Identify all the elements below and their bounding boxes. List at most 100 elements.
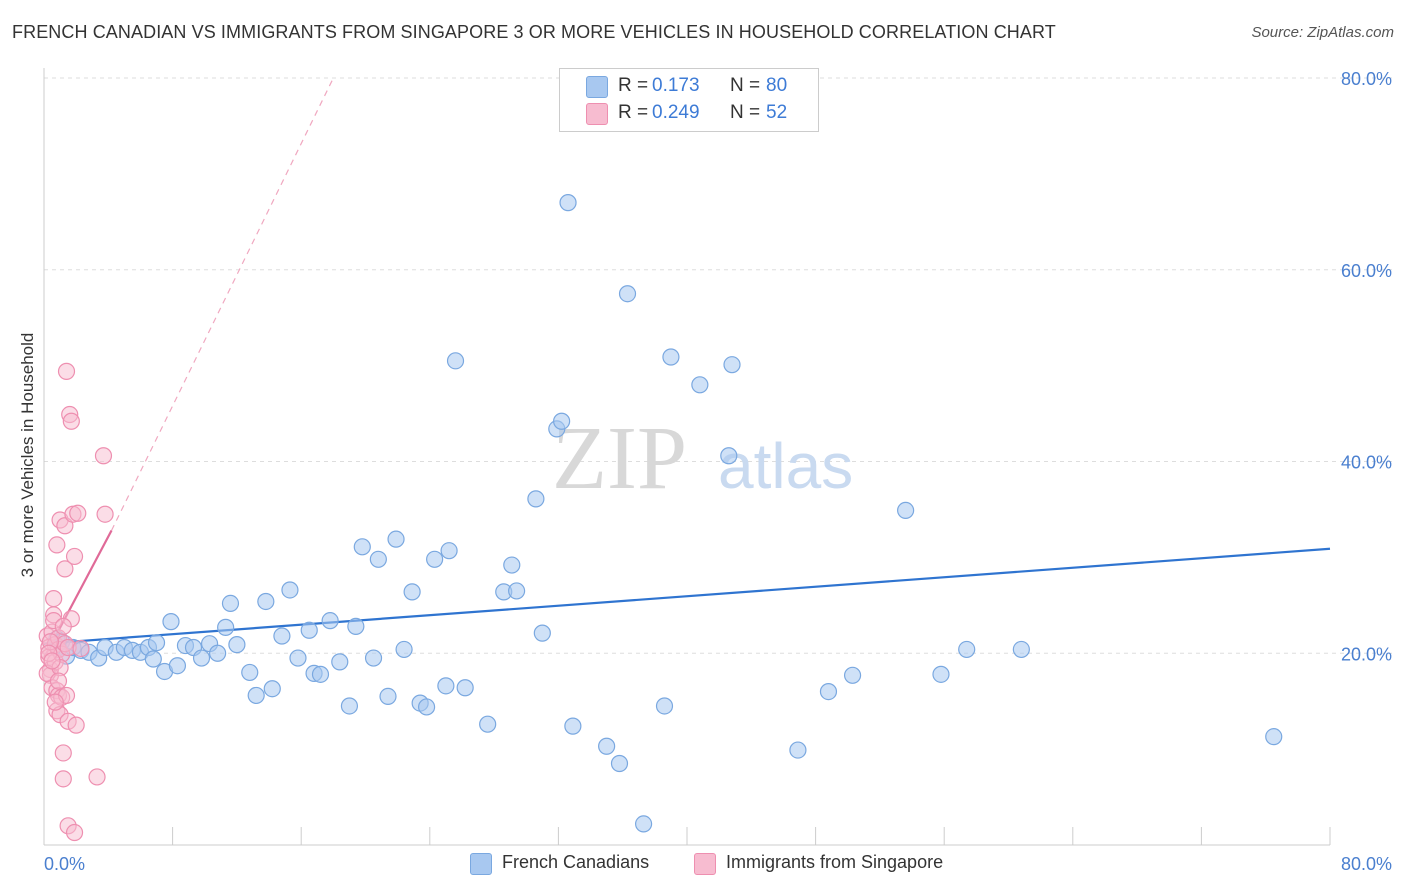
point-singapore — [46, 693, 64, 711]
point-french-canadians — [162, 613, 180, 631]
point-french-canadians — [479, 715, 497, 733]
point-french-canadians — [353, 538, 371, 556]
legend-r-label: R = — [618, 75, 649, 96]
point-french-canadians — [281, 581, 299, 599]
point-french-canadians — [897, 501, 915, 519]
point-french-canadians — [426, 550, 444, 568]
point-french-canadians — [662, 348, 680, 366]
point-french-canadians — [379, 687, 397, 705]
axes — [43, 68, 1331, 846]
point-french-canadians — [533, 624, 551, 642]
point-singapore — [65, 823, 84, 842]
point-french-canadians — [311, 665, 330, 683]
point-french-canadians — [843, 666, 862, 684]
chart-title: FRENCH CANADIAN VS IMMIGRANTS FROM SINGA… — [12, 22, 1056, 42]
legend-n-label: N = — [730, 75, 761, 96]
point-french-canadians — [144, 650, 162, 668]
point-singapore — [67, 716, 85, 734]
point-singapore — [45, 590, 63, 608]
source-credit: Source: ZipAtlas.com — [1251, 24, 1394, 41]
legend-n-label: N = — [730, 102, 761, 123]
point-french-canadians — [610, 754, 629, 773]
legend-r-value: 0.173 — [652, 75, 700, 96]
point-french-canadians — [634, 815, 653, 833]
point-french-canadians — [217, 618, 235, 636]
point-french-canadians — [263, 680, 281, 698]
y-tick-label: 60.0% — [1341, 261, 1392, 281]
point-singapore — [49, 672, 68, 690]
point-french-canadians — [147, 634, 166, 652]
point-french-canadians — [417, 698, 436, 716]
point-french-canadians — [564, 717, 582, 735]
trend-line-singapore-extension — [110, 77, 334, 531]
point-french-canadians — [221, 594, 240, 612]
point-singapore — [72, 639, 90, 658]
x-tick-label: 0.0% — [44, 854, 85, 874]
point-french-canadians — [321, 612, 339, 630]
point-french-canadians — [437, 677, 455, 695]
point-french-canadians — [387, 530, 405, 548]
point-french-canadians — [168, 657, 187, 675]
point-french-canadians — [403, 583, 421, 601]
point-french-canadians — [192, 649, 211, 667]
point-french-canadians — [819, 682, 838, 701]
point-french-canadians — [209, 644, 227, 662]
point-french-canadians — [446, 352, 465, 370]
point-french-canadians — [300, 621, 318, 639]
point-french-canadians — [331, 653, 349, 671]
point-french-canadians — [228, 636, 246, 654]
point-french-canadians — [720, 447, 738, 465]
watermark-atlas: atlas — [718, 430, 853, 502]
point-singapore — [56, 560, 74, 578]
point-french-canadians — [456, 679, 474, 697]
point-french-canadians — [257, 592, 275, 611]
point-french-canadians — [1265, 728, 1283, 746]
legend-swatch-pink — [586, 103, 608, 125]
point-french-canadians — [598, 737, 616, 755]
tick-labels: 20.0% 40.0% 60.0% 80.0% 0.0% 80.0% — [44, 69, 1392, 874]
point-french-canadians — [364, 649, 383, 667]
point-french-canadians — [247, 686, 265, 705]
point-singapore — [54, 617, 72, 636]
point-singapore — [65, 547, 84, 566]
bottom-legend-swatch-pink — [694, 853, 716, 875]
point-french-canadians — [508, 582, 526, 600]
point-french-canadians — [273, 627, 291, 645]
point-singapore — [54, 744, 72, 762]
point-singapore — [88, 768, 106, 786]
point-french-canadians — [723, 356, 741, 374]
point-singapore — [57, 362, 76, 380]
point-french-canadians — [347, 617, 365, 636]
data-points — [38, 194, 1283, 842]
point-french-canadians — [958, 640, 976, 659]
point-singapore — [43, 652, 61, 670]
point-french-canadians — [618, 285, 637, 303]
y-tick-label: 80.0% — [1341, 69, 1392, 89]
point-french-canadians — [440, 542, 458, 560]
y-tick-label: 40.0% — [1341, 453, 1392, 473]
point-french-canadians — [932, 665, 950, 683]
x-tick-label: 80.0% — [1341, 854, 1392, 874]
watermark-zip: ZIP — [552, 409, 687, 508]
point-french-canadians — [789, 741, 807, 759]
point-french-canadians — [289, 649, 307, 667]
point-singapore — [96, 505, 114, 523]
y-tick-label: 20.0% — [1341, 644, 1392, 664]
point-singapore — [48, 536, 66, 554]
bottom-legend-label: Immigrants from Singapore — [726, 852, 944, 872]
legend-r-label: R = — [618, 102, 649, 123]
point-french-canadians — [527, 490, 545, 508]
bottom-legend-label: French Canadians — [502, 852, 650, 872]
point-french-canadians — [503, 556, 521, 574]
legend-n-value: 52 — [766, 102, 788, 123]
point-french-canadians — [340, 697, 359, 715]
stats-legend: R = 0.173 N = 80 R = 0.249 N = 52 — [559, 68, 819, 132]
point-french-canadians — [655, 697, 674, 715]
trend-lines — [43, 77, 1331, 659]
point-singapore — [94, 447, 113, 465]
point-french-canadians — [553, 412, 571, 430]
point-french-canadians — [559, 194, 577, 212]
gridlines — [44, 77, 1392, 654]
point-singapore — [69, 504, 87, 522]
